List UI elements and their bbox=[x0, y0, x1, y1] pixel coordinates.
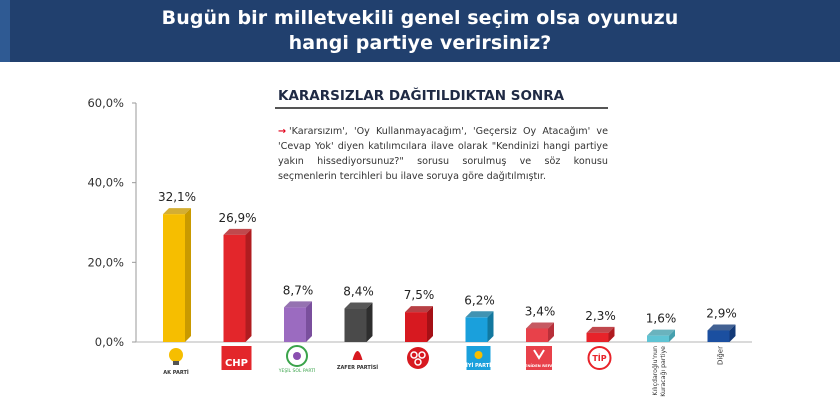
arrow-icon: → bbox=[278, 126, 287, 137]
bar-top bbox=[405, 306, 433, 313]
bar-top bbox=[284, 301, 312, 308]
bar-chart: 0,0% 20,0% 40,0% 60,0% 32,1% 26,9% 8,7% 8,4% 7,5… bbox=[87, 96, 752, 397]
data-label: 26,9% bbox=[218, 211, 256, 225]
bar bbox=[586, 332, 609, 342]
header-accent-stripe bbox=[0, 0, 10, 62]
iyi-logo-sun-icon bbox=[474, 351, 483, 359]
bar-side bbox=[548, 322, 554, 342]
bar bbox=[405, 312, 427, 342]
mhp-crescent-2 bbox=[418, 351, 426, 359]
yesil-sol-logo-center bbox=[293, 352, 301, 360]
y-tick-label: 40,0% bbox=[87, 176, 124, 190]
mhp-crescent-3 bbox=[414, 358, 422, 366]
refah-logo-icon bbox=[533, 349, 545, 360]
bar-side bbox=[245, 228, 252, 342]
akp-logo-base bbox=[173, 361, 179, 365]
bar bbox=[223, 234, 246, 342]
bar bbox=[707, 330, 730, 342]
bar bbox=[526, 328, 548, 342]
bar-top bbox=[163, 208, 191, 215]
tip-logo-text: TİP bbox=[592, 353, 606, 363]
bar-top bbox=[586, 326, 615, 333]
bar-side bbox=[729, 324, 736, 342]
kilicdaroglu-label: Kılıçdaroğlu'nun bbox=[651, 346, 659, 396]
refah-logo-text: YENİDEN REFAH bbox=[521, 363, 556, 368]
bar-top bbox=[647, 329, 675, 336]
data-label: 2,3% bbox=[585, 309, 616, 323]
data-label: 2,9% bbox=[706, 306, 737, 320]
bar-top bbox=[344, 302, 373, 309]
zafer-logo-flame-icon bbox=[352, 351, 363, 360]
bar bbox=[465, 317, 488, 342]
data-label: 3,4% bbox=[525, 304, 556, 318]
chart-subtitle: KARARSIZLAR DAĞITILDIKTAN SONRA bbox=[278, 88, 565, 104]
zafer-logo-text: ZAFER PARTİSİ bbox=[337, 364, 378, 371]
y-tick-label: 60,0% bbox=[87, 96, 124, 110]
data-label: 8,4% bbox=[343, 285, 374, 299]
subtitle-underline bbox=[275, 107, 608, 109]
bar-top bbox=[223, 228, 252, 235]
y-tick-label: 0,0% bbox=[95, 335, 124, 349]
bar-side bbox=[608, 326, 615, 342]
tip-logo-ring bbox=[587, 346, 612, 370]
page-title: Bugün bir milletvekili genel seçim olsa … bbox=[161, 7, 679, 54]
bar-side bbox=[185, 208, 191, 342]
bar bbox=[163, 214, 185, 342]
bar bbox=[647, 335, 669, 342]
yesil-sol-logo-text: YEŞİL SOL PARTİ bbox=[278, 367, 315, 374]
data-label: 8,7% bbox=[283, 283, 314, 297]
header-banner: Bugün bir milletvekili genel seçim olsa … bbox=[0, 0, 840, 62]
chp-logo-text: CHP bbox=[225, 358, 248, 369]
bar-side bbox=[366, 302, 373, 342]
bar-side bbox=[669, 329, 675, 342]
data-label: 7,5% bbox=[404, 288, 435, 302]
bar-top bbox=[526, 322, 554, 329]
data-label: 32,1% bbox=[158, 190, 196, 204]
bar-side bbox=[427, 306, 433, 342]
y-tick-label: 20,0% bbox=[87, 255, 124, 269]
akp-logo-icon bbox=[169, 348, 183, 362]
yesil-sol-logo-icon bbox=[286, 345, 308, 367]
data-label: 6,2% bbox=[464, 293, 495, 307]
chp-logo-box bbox=[221, 346, 252, 370]
data-label: 1,6% bbox=[646, 312, 677, 326]
bar-side bbox=[487, 311, 494, 342]
bar-side bbox=[306, 301, 312, 342]
bar bbox=[284, 307, 306, 342]
bar-top bbox=[465, 311, 494, 318]
methodology-note-text: 'Kararsızım', 'Oy Kullanmayacağım', 'Geç… bbox=[278, 126, 608, 182]
diger-label: Diğer bbox=[717, 346, 725, 365]
iyi-logo-text: İYİ PARTİ bbox=[466, 362, 491, 369]
mhp-crescent-1 bbox=[410, 351, 418, 359]
bar bbox=[344, 308, 367, 342]
akp-logo-text: AK PARTİ bbox=[163, 369, 189, 376]
methodology-note: → 'Kararsızım', 'Oy Kullanmayacağım', 'Ge… bbox=[278, 124, 608, 184]
kilicdaroglu-label: Kuracağı partiye bbox=[659, 346, 667, 397]
bar-top bbox=[707, 324, 736, 331]
